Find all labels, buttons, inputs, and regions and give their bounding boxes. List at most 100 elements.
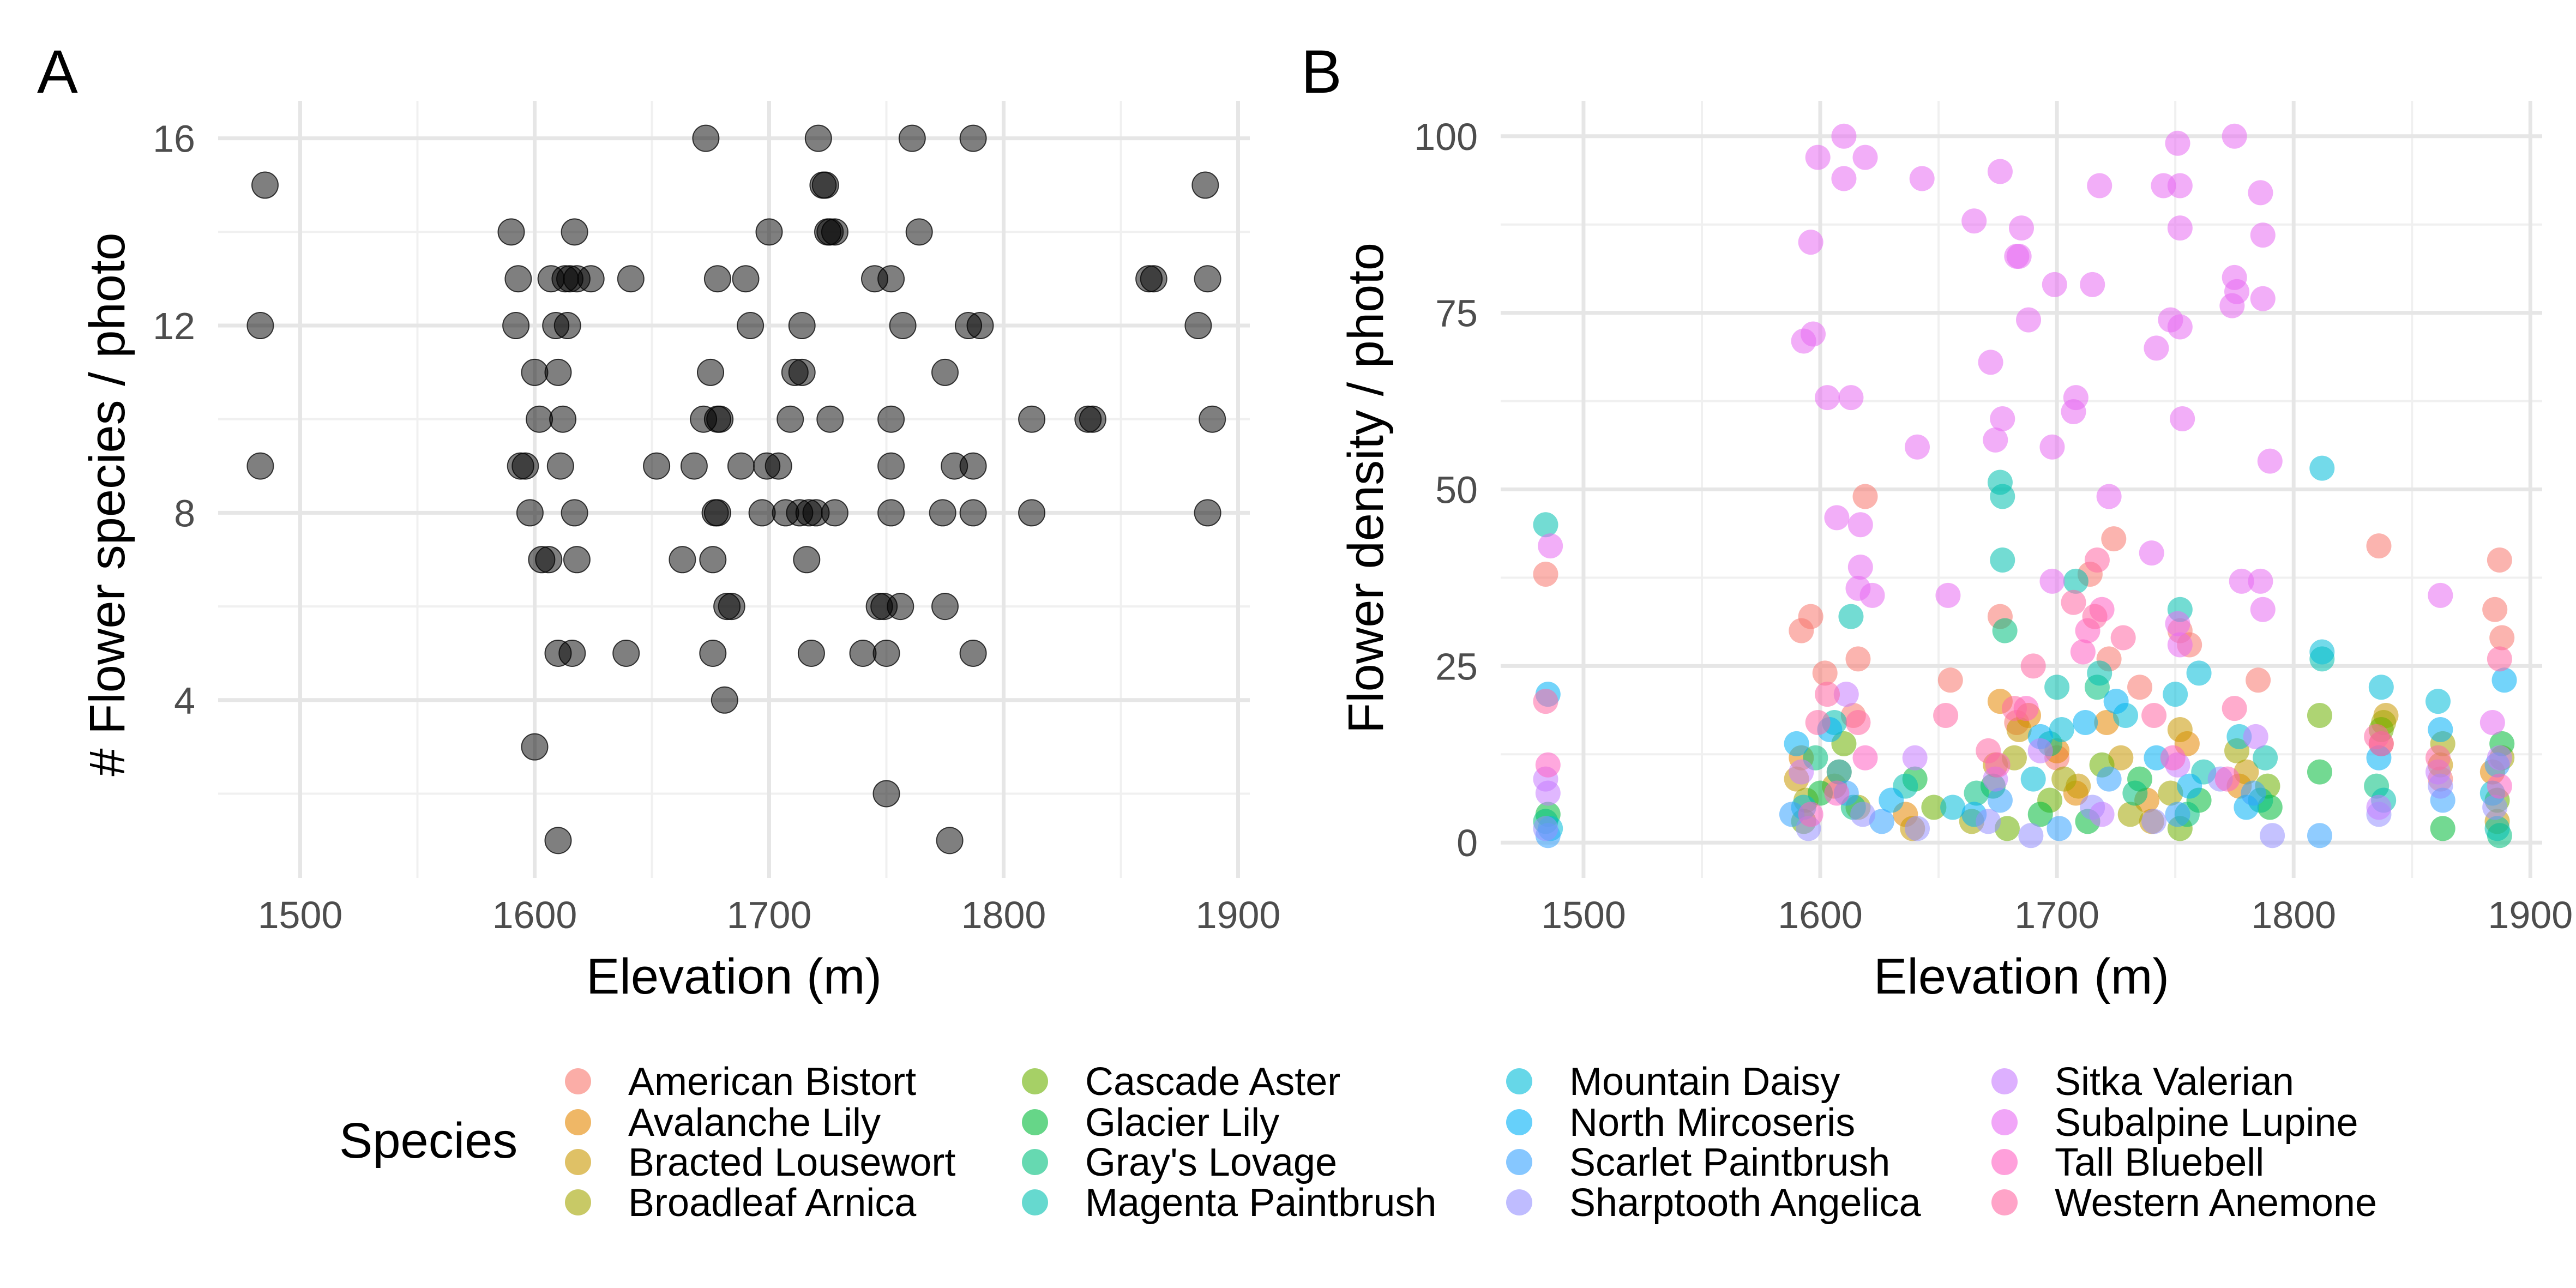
legend-item: Sharptooth Angelica — [1506, 1181, 1921, 1225]
data-point — [2250, 222, 2276, 248]
data-point — [877, 499, 905, 527]
data-point — [1805, 145, 1831, 170]
data-point — [2020, 766, 2046, 792]
data-point — [2366, 795, 2392, 820]
data-point — [561, 218, 588, 246]
x-tick-label: 1700 — [727, 894, 812, 936]
data-point — [2063, 385, 2089, 411]
data-point — [1815, 682, 1840, 707]
data-point — [877, 452, 905, 480]
data-point — [2127, 675, 2153, 700]
data-point — [1184, 312, 1212, 340]
data-point — [1994, 816, 2020, 841]
data-point — [727, 452, 755, 480]
legend-key — [1022, 1149, 1048, 1175]
data-point — [2073, 710, 2098, 735]
data-point — [788, 358, 816, 386]
legend-key — [1991, 1149, 2018, 1175]
data-point — [1847, 555, 1873, 580]
x-tick-label: 1600 — [1778, 894, 1863, 936]
data-point — [1079, 405, 1106, 433]
data-point — [2108, 745, 2134, 771]
data-point — [872, 780, 900, 808]
data-point — [1018, 499, 1046, 527]
data-point — [2027, 802, 2053, 827]
panel-b-gridlines — [1501, 101, 2542, 878]
data-point — [2082, 604, 2108, 629]
data-point — [521, 733, 549, 761]
legend-label: Bracted Lousewort — [628, 1141, 955, 1184]
data-point — [1838, 385, 1864, 411]
panel-b: B 1500 1600 1700 1800 1900 0 25 50 75 100 Elevat… — [1301, 38, 2573, 1004]
data-point — [2049, 717, 2074, 742]
data-point — [2214, 766, 2240, 792]
data-point — [511, 452, 539, 480]
data-point — [1533, 816, 1558, 841]
panel-b-y-axis-title: Flower density / photo — [1338, 243, 1394, 733]
legend-label: Western Anemone — [2055, 1181, 2377, 1225]
legend-item: Bracted Lousewort — [565, 1141, 955, 1184]
data-point — [2167, 632, 2193, 658]
data-point — [516, 499, 544, 527]
data-point — [544, 827, 572, 854]
data-point — [959, 452, 987, 480]
data-point — [2061, 589, 2086, 615]
data-point — [2241, 780, 2266, 806]
data-point — [1983, 427, 2008, 453]
x-tick-label: 1800 — [2251, 894, 2336, 936]
data-point — [2309, 639, 2335, 665]
data-point — [2428, 717, 2453, 742]
data-point — [699, 639, 727, 667]
data-point — [1905, 816, 1930, 841]
data-point — [959, 499, 987, 527]
data-point — [1845, 646, 1871, 672]
data-point — [2020, 653, 2046, 679]
data-point — [2027, 738, 2053, 763]
data-point — [1921, 795, 1947, 820]
data-point — [1909, 166, 1935, 191]
data-point — [821, 218, 848, 246]
data-point — [872, 639, 900, 667]
data-point — [1798, 230, 1823, 255]
data-point — [732, 265, 760, 293]
data-point — [821, 499, 848, 527]
legend-key — [1991, 1189, 2018, 1215]
data-point — [2222, 696, 2247, 721]
panel-a-y-axis-title: # Flower species / photo — [80, 232, 135, 776]
data-point — [2479, 710, 2505, 735]
data-point — [1191, 171, 1219, 199]
data-point — [1199, 405, 1226, 433]
panel-a: A 1500 1600 1700 1800 1900 4 8 12 16 Elevation … — [37, 38, 1280, 1004]
legend-item: Subalpine Lupine — [1991, 1101, 2358, 1145]
y-tick-label: 50 — [1435, 469, 1478, 511]
legend-key — [565, 1109, 591, 1135]
data-point — [549, 405, 577, 433]
data-point — [898, 124, 926, 152]
data-point — [1852, 145, 1878, 170]
data-point — [2482, 795, 2508, 820]
data-point — [2094, 710, 2120, 735]
data-point — [1812, 660, 1838, 686]
data-point — [2096, 766, 2122, 792]
data-point — [2110, 625, 2136, 651]
data-point — [1824, 780, 1850, 806]
y-tick-label: 75 — [1435, 292, 1478, 335]
data-point — [1815, 385, 1840, 411]
data-point — [2487, 547, 2512, 573]
data-point — [889, 312, 917, 340]
series-mountain-daisy — [1538, 455, 2505, 841]
data-point — [251, 171, 279, 199]
legend-label: Cascade Aster — [1085, 1060, 1340, 1104]
data-point — [2482, 597, 2508, 622]
data-point — [1937, 667, 1963, 693]
data-point — [1961, 208, 1987, 234]
data-point — [1964, 780, 1989, 806]
data-point — [1833, 682, 1859, 707]
data-point — [1905, 434, 1930, 460]
data-point — [2165, 802, 2190, 827]
data-point — [2487, 646, 2512, 672]
data-point — [1852, 484, 1878, 509]
data-point — [2009, 215, 2034, 241]
data-point — [497, 218, 525, 246]
data-point — [2248, 568, 2273, 594]
